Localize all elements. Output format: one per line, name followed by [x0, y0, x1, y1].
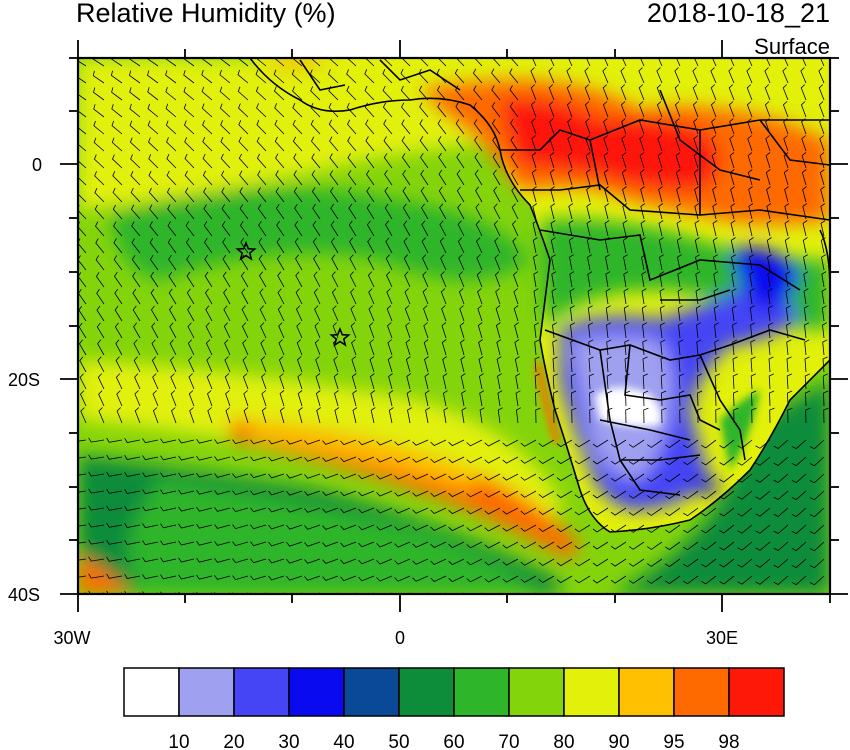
colorbar-swatch	[123, 667, 180, 717]
star-marker-1	[235, 240, 257, 261]
colorbar-swatch	[453, 667, 510, 717]
colorbar-label: 40	[333, 732, 354, 750]
x-label-30e: 30E	[706, 628, 738, 648]
colorbar-swatch	[618, 667, 675, 717]
colorbar-swatch	[398, 667, 455, 717]
colorbar-swatch	[233, 667, 290, 717]
colorbar-swatch	[508, 667, 565, 717]
africa-land	[250, 58, 830, 532]
valid-time: 2018-10-18_21	[646, 0, 830, 28]
colorbar-labels: 10 20 30 40 50 60 70 80 90 95 98	[168, 732, 739, 750]
colorbar-label: 60	[443, 732, 464, 750]
y-label-0: 0	[32, 155, 42, 175]
colorbar-swatch	[343, 667, 400, 717]
colorbar-label: 95	[663, 732, 684, 750]
axis-labels: 30W 0 30E 0 20S 40S	[8, 155, 738, 648]
y-label-20s: 20S	[8, 370, 40, 390]
colorbar-swatch	[728, 667, 785, 717]
colorbar-label: 70	[498, 732, 519, 750]
colorbar-label: 50	[388, 732, 409, 750]
wind-barb-paths	[78, 58, 829, 594]
wind-barbs	[78, 58, 829, 594]
colorbar-label: 20	[223, 732, 244, 750]
colorbar-label: 80	[553, 732, 574, 750]
x-label-30w: 30W	[53, 628, 90, 648]
colorbar-swatch	[178, 667, 235, 717]
colorbar	[123, 667, 785, 717]
colorbar-swatch	[563, 667, 620, 717]
plot-area	[78, 58, 830, 594]
x-label-0: 0	[395, 628, 405, 648]
axis-ticks	[60, 40, 848, 612]
station-markers	[235, 240, 351, 347]
level-label: Surface	[754, 34, 830, 59]
y-label-40s: 40S	[8, 585, 40, 605]
star-marker-2	[329, 326, 351, 347]
colorbar-label: 10	[168, 732, 189, 750]
colorbar-swatch	[288, 667, 345, 717]
country-borders	[249, 58, 830, 533]
map-title: Relative Humidity (%)	[76, 0, 336, 28]
colorbar-label: 98	[718, 732, 739, 750]
colorbar-swatch	[673, 667, 730, 717]
colorbar-label: 30	[278, 732, 299, 750]
colorbar-label: 90	[608, 732, 629, 750]
